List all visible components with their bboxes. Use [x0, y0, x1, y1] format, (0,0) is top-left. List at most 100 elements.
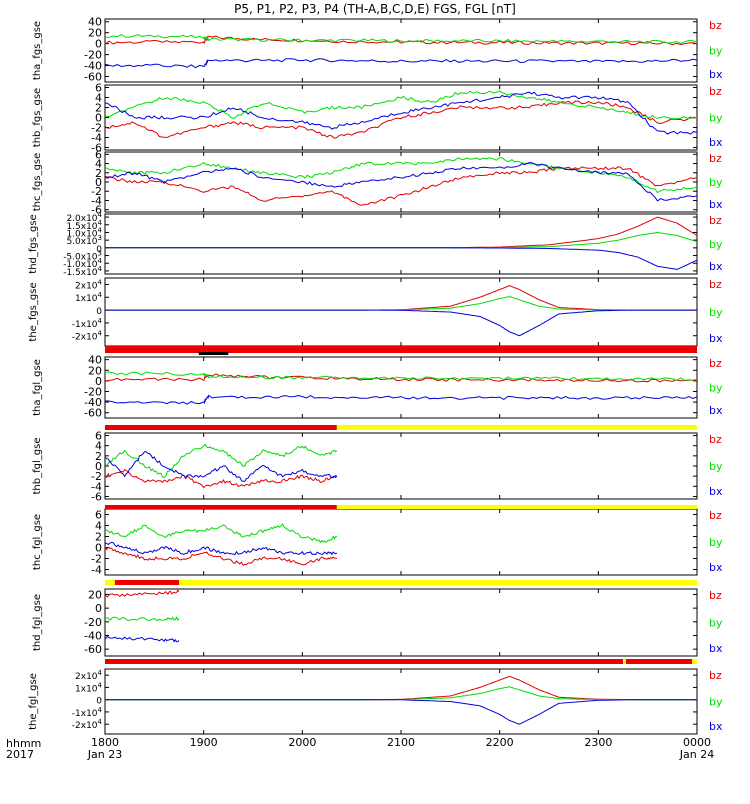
legend-bx: bx — [709, 332, 723, 345]
y-tick-label: -60 — [84, 643, 102, 656]
state-bar — [105, 659, 697, 664]
y-axis-label: thb_fgl_gse — [32, 438, 43, 495]
panel-thd_fgs_gse: 2.0x1041.5x1041.0x1045.0x1030-5.0x103-1.… — [28, 211, 723, 278]
y-tick-label: 6 — [95, 430, 102, 443]
y-tick-label: 0 — [96, 307, 102, 317]
series-line-bz — [104, 468, 338, 489]
state-bar — [105, 580, 697, 585]
series-line-bx — [104, 635, 180, 643]
y-tick-label: 2 — [95, 167, 102, 180]
legend-bz: bz — [709, 152, 722, 165]
y-axis-label: the_fgs_gse — [28, 282, 39, 341]
y-axis-label: tha_fgs_gse — [32, 21, 43, 80]
y-tick-label: 2 — [95, 450, 102, 463]
y-tick-label: -6 — [91, 204, 102, 217]
legend-by: by — [709, 306, 723, 319]
legend-bz: bz — [709, 669, 722, 682]
y-tick-label: 6 — [95, 509, 102, 522]
y-tick-label: -20 — [84, 616, 102, 629]
y-tick-label: 1.5x104 — [66, 219, 102, 232]
legend-bx: bx — [709, 404, 723, 417]
series-line-by — [104, 34, 698, 45]
y-axis-label: thc_fgs_gse — [32, 153, 43, 212]
y-tick-label: -40 — [84, 629, 102, 642]
series-line-bx — [105, 247, 698, 270]
legend-by: by — [709, 460, 723, 473]
y-tick-label: -1x104 — [72, 706, 103, 719]
series-line-by — [104, 443, 338, 478]
x-tick-label: 2100 — [387, 736, 415, 749]
legend-bz: bz — [709, 589, 722, 602]
y-tick-label: -4 — [91, 564, 102, 577]
legend-bx: bx — [709, 720, 723, 733]
y-tick-label: -40 — [84, 396, 102, 409]
y-axis-label: thb_fgs_gse — [32, 88, 43, 147]
series-line-bx — [104, 541, 338, 556]
legend-bx: bx — [709, 68, 723, 81]
series-line-bz — [104, 100, 698, 139]
series-line-bx — [104, 58, 698, 69]
y-tick-label: -2 — [91, 122, 102, 135]
legend-bx: bx — [709, 260, 723, 273]
x-tick-label: 1900 — [190, 736, 218, 749]
y-tick-label: 20 — [88, 27, 102, 40]
y-tick-label: -2 — [91, 470, 102, 483]
legend-bz: bz — [709, 433, 722, 446]
state-bar-segment-red — [105, 346, 697, 353]
y-tick-label: 4 — [95, 440, 102, 453]
y-tick-label: -4 — [91, 132, 102, 145]
state-bar — [105, 505, 697, 509]
state-bars — [105, 346, 697, 664]
y-tick-label: -60 — [84, 71, 102, 84]
legend-bx: bx — [709, 642, 723, 655]
y-tick-label: 0 — [95, 375, 102, 388]
corner-label-hhmm: hhmm — [6, 737, 41, 750]
x-tick-label: 2000 — [288, 736, 316, 749]
y-tick-label: -5.0x103 — [63, 250, 102, 263]
legend-by: by — [709, 696, 723, 709]
legend-by: by — [709, 617, 723, 630]
x-tick-label: 2200 — [486, 736, 514, 749]
state-bar-segment-yellow — [336, 505, 697, 509]
y-tick-label: -40 — [84, 60, 102, 73]
legend-bz: bz — [709, 278, 722, 291]
corner-label-year: 2017 — [6, 748, 34, 761]
legend-bz: bz — [709, 19, 722, 32]
y-axis-label: thd_fgs_gse — [28, 214, 39, 273]
legend-bz: bz — [709, 357, 722, 370]
y-tick-label: 0 — [95, 176, 102, 189]
legend-by: by — [709, 238, 723, 251]
y-tick-label: 0 — [95, 460, 102, 473]
y-tick-label: 40 — [88, 354, 102, 367]
y-tick-label: -2x104 — [72, 330, 103, 343]
figure-title: P5, P1, P2, P3, P4 (TH-A,B,C,D,E) FGS, F… — [234, 2, 516, 16]
y-tick-label: 2x104 — [75, 278, 103, 291]
legend-bx: bx — [709, 198, 723, 211]
y-tick-label: -1x104 — [72, 317, 103, 330]
y-tick-label: -4 — [91, 480, 102, 493]
state-bar-segment-red — [105, 659, 623, 664]
state-bar-segment-red — [105, 505, 337, 509]
legend-by: by — [709, 536, 723, 549]
legend-by: by — [709, 176, 723, 189]
x-tick-label: 0000 — [683, 736, 711, 749]
legend-bx: bx — [709, 561, 723, 574]
series-line-bx — [104, 162, 698, 202]
y-tick-label: 0 — [95, 38, 102, 51]
series-line-bx — [104, 394, 698, 405]
y-tick-label: -1.0x104 — [63, 257, 102, 270]
y-tick-label: -1.5x104 — [63, 265, 102, 278]
y-tick-label: 2 — [95, 531, 102, 544]
y-tick-label: -6 — [91, 490, 102, 503]
y-tick-label: 20 — [88, 364, 102, 377]
series-line-bx — [104, 91, 698, 135]
legend-bz: bz — [709, 509, 722, 522]
y-axis-label: tha_fgl_gse — [32, 359, 43, 416]
y-tick-label: 20 — [88, 588, 102, 601]
